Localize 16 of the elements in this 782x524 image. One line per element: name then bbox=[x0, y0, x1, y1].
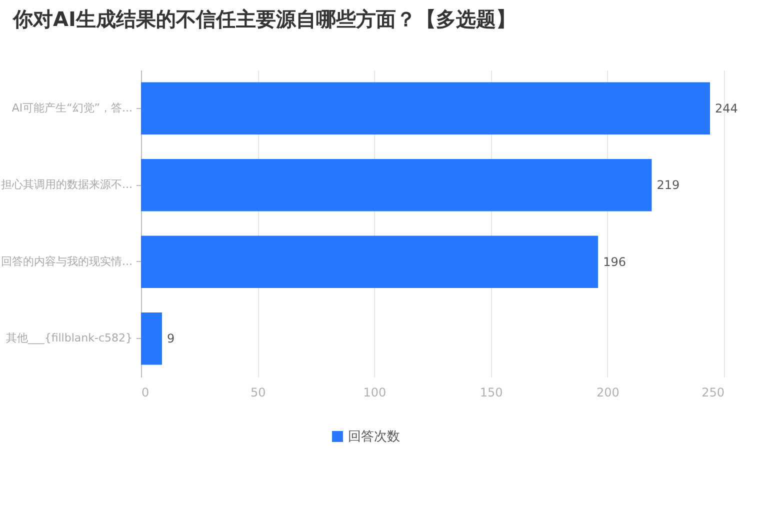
data-label: 219 bbox=[656, 178, 680, 192]
x-tick-label: 100 bbox=[363, 386, 386, 400]
y-tick-label: 回答的内容与我的现实情... bbox=[1, 254, 132, 268]
y-tick-label: 其他___{fillblank-c582} bbox=[6, 332, 132, 345]
x-tick-label: 50 bbox=[250, 386, 266, 400]
x-tick-label: 250 bbox=[702, 386, 724, 400]
data-label: 244 bbox=[715, 101, 738, 116]
y-tick-label: 担心其调用的数据来源不... bbox=[1, 178, 132, 192]
legend-label: 回答次数 bbox=[348, 430, 400, 444]
data-label: 196 bbox=[603, 254, 626, 269]
x-tick-label: 150 bbox=[480, 386, 503, 400]
y-tick-label: AI可能产生“幻觉”，答... bbox=[12, 101, 132, 114]
x-tick-label: 0 bbox=[142, 386, 150, 400]
data-label: 9 bbox=[166, 332, 175, 346]
x-tick-label: 200 bbox=[596, 386, 620, 400]
chart-title: 你对AI生成结果的不信任主要源自哪些方面？【多选题】 bbox=[12, 7, 516, 31]
